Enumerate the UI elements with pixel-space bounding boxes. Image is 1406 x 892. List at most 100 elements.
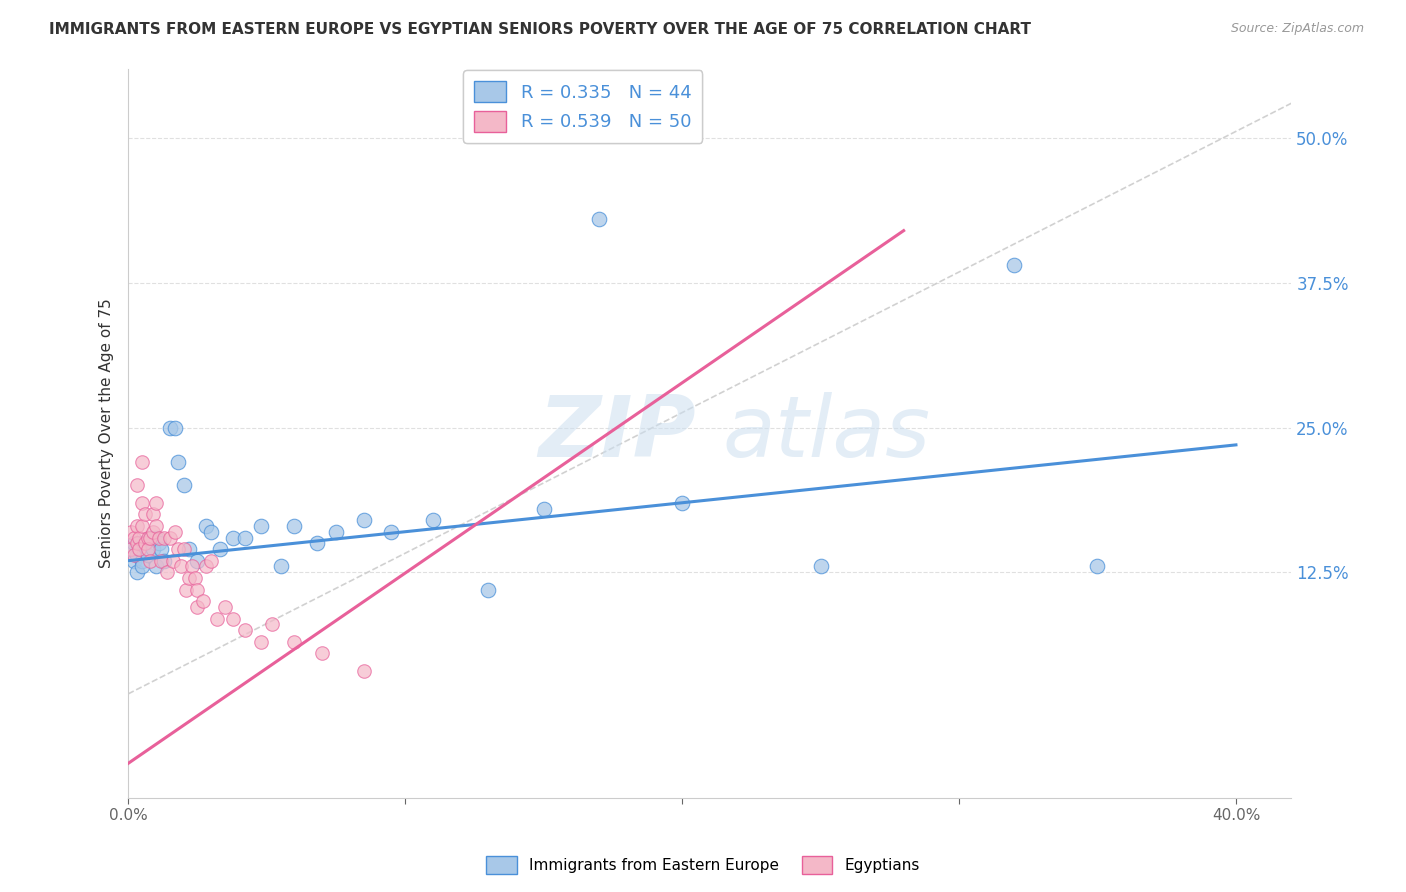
Point: [136, 548, 159, 562]
Point: [131, 554, 153, 568]
Point: [1087, 559, 1109, 574]
Point: [810, 559, 832, 574]
Point: [205, 611, 228, 625]
Point: [380, 524, 402, 539]
Point: [167, 542, 190, 557]
Point: [176, 582, 198, 597]
Point: [183, 571, 205, 585]
Point: [186, 599, 208, 614]
Point: [200, 554, 222, 568]
Point: [148, 536, 170, 550]
Point: [139, 531, 162, 545]
Point: [122, 531, 145, 545]
Point: [222, 611, 245, 625]
Point: [142, 524, 165, 539]
Point: [353, 513, 375, 527]
Point: [134, 508, 156, 522]
Point: [125, 478, 148, 492]
Point: [159, 420, 181, 434]
Point: [120, 542, 142, 557]
Point: [122, 548, 145, 562]
Point: [145, 559, 167, 574]
Point: [120, 542, 142, 557]
Y-axis label: Seniors Poverty Over the Age of 75: Seniors Poverty Over the Age of 75: [100, 299, 114, 568]
Point: [134, 536, 156, 550]
Point: [153, 531, 176, 545]
Point: [250, 519, 273, 533]
Point: [167, 455, 190, 469]
Point: [588, 212, 610, 227]
Point: [139, 531, 162, 545]
Point: [194, 559, 217, 574]
Legend: R = 0.335   N = 44, R = 0.539   N = 50: R = 0.335 N = 44, R = 0.539 N = 50: [463, 70, 703, 143]
Point: [142, 542, 165, 557]
Point: [173, 542, 195, 557]
Point: [142, 508, 165, 522]
Point: [186, 554, 208, 568]
Point: [283, 519, 305, 533]
Point: [150, 554, 173, 568]
Point: [200, 524, 222, 539]
Point: [122, 536, 145, 550]
Point: [233, 531, 256, 545]
Point: [145, 496, 167, 510]
Point: [136, 542, 159, 557]
Point: [170, 559, 193, 574]
Point: [283, 634, 305, 648]
Point: [131, 455, 153, 469]
Point: [1002, 259, 1025, 273]
Point: [128, 531, 150, 545]
Point: [136, 531, 159, 545]
Point: [181, 559, 204, 574]
Point: [148, 531, 170, 545]
Point: [186, 582, 208, 597]
Point: [353, 664, 375, 678]
Point: [153, 554, 176, 568]
Point: [325, 524, 347, 539]
Point: [122, 554, 145, 568]
Point: [533, 501, 555, 516]
Point: [179, 571, 201, 585]
Point: [120, 524, 142, 539]
Text: atlas: atlas: [723, 392, 931, 475]
Point: [134, 536, 156, 550]
Point: [125, 519, 148, 533]
Point: [150, 542, 173, 557]
Point: [128, 542, 150, 557]
Point: [250, 634, 273, 648]
Text: IMMIGRANTS FROM EASTERN EUROPE VS EGYPTIAN SENIORS POVERTY OVER THE AGE OF 75 CO: IMMIGRANTS FROM EASTERN EUROPE VS EGYPTI…: [49, 22, 1031, 37]
Point: [125, 566, 148, 580]
Point: [262, 617, 284, 632]
Point: [422, 513, 444, 527]
Point: [128, 542, 150, 557]
Point: [131, 559, 153, 574]
Point: [222, 531, 245, 545]
Point: [125, 548, 148, 562]
Point: [208, 542, 231, 557]
Text: Source: ZipAtlas.com: Source: ZipAtlas.com: [1230, 22, 1364, 36]
Point: [214, 599, 236, 614]
Legend: Immigrants from Eastern Europe, Egyptians: Immigrants from Eastern Europe, Egyptian…: [479, 850, 927, 880]
Point: [156, 566, 179, 580]
Point: [305, 536, 328, 550]
Point: [131, 519, 153, 533]
Point: [165, 524, 187, 539]
Point: [125, 536, 148, 550]
Point: [162, 554, 184, 568]
Point: [191, 594, 214, 608]
Text: ZIP: ZIP: [538, 392, 696, 475]
Point: [270, 559, 292, 574]
Point: [145, 519, 167, 533]
Point: [179, 542, 201, 557]
Point: [311, 646, 333, 660]
Point: [159, 531, 181, 545]
Point: [139, 554, 162, 568]
Point: [173, 478, 195, 492]
Point: [145, 531, 167, 545]
Point: [165, 420, 187, 434]
Point: [671, 496, 693, 510]
Point: [131, 496, 153, 510]
Point: [233, 623, 256, 637]
Point: [194, 519, 217, 533]
Point: [128, 536, 150, 550]
